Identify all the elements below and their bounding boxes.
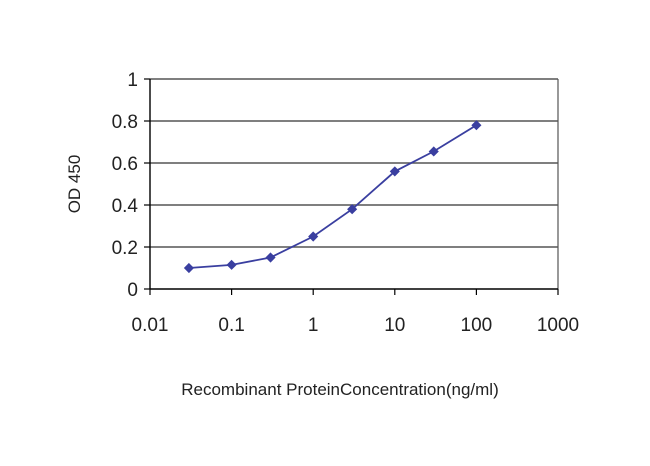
- y-axis-title: OD 450: [65, 155, 84, 214]
- x-tick-label-1: 0.1: [218, 315, 244, 336]
- y-axis-ticks: 0 0.2 0.4 0.6 0.8 1: [112, 70, 150, 301]
- y-tick-label-1: 0.2: [112, 238, 138, 259]
- x-tick-label-3: 10: [384, 315, 405, 336]
- x-axis-title: Recombinant ProteinConcentration(ng/ml): [181, 380, 499, 399]
- y-tick-label-5: 1: [127, 70, 138, 91]
- series-0-point-5: [389, 166, 400, 177]
- series-0-point-7: [471, 120, 482, 131]
- x-tick-label-2: 1: [308, 315, 319, 336]
- x-tick-label-5: 1000: [537, 315, 579, 336]
- series-0-point-3: [308, 231, 319, 242]
- x-tick-label-4: 100: [461, 315, 493, 336]
- series-0-point-6: [428, 146, 439, 157]
- x-tick-label-0: 0.01: [132, 315, 169, 336]
- plot-background: [150, 79, 558, 289]
- y-tick-label-4: 0.8: [112, 112, 138, 133]
- y-tick-label-0: 0: [127, 280, 138, 301]
- series-0-point-4: [347, 204, 358, 215]
- y-tick-label-3: 0.6: [112, 154, 138, 175]
- series-0-point-0: [183, 262, 194, 274]
- y-tick-label-2: 0.4: [112, 196, 139, 217]
- x-axis-ticks: 0.01 0.1 1 10 100 1000: [132, 289, 579, 336]
- plot-area: [149, 78, 559, 290]
- series-0-point-1: [226, 259, 237, 270]
- data-series: [183, 120, 482, 274]
- series-0-line: [188, 124, 477, 269]
- series-0-point-2: [265, 252, 276, 263]
